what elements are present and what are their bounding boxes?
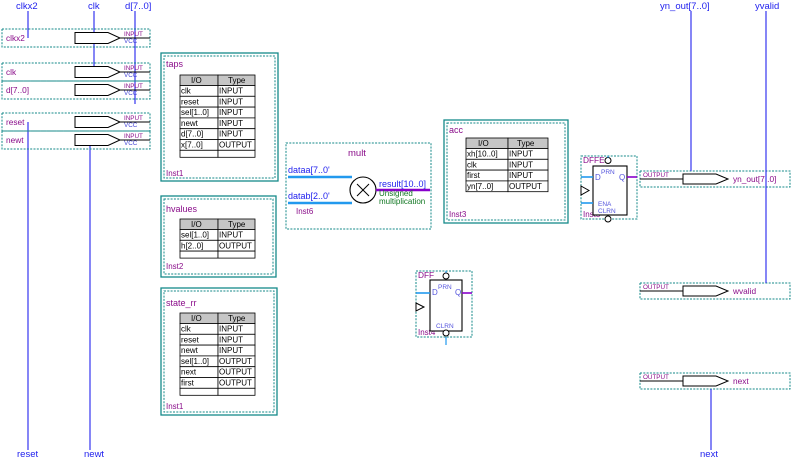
svg-text:OUTPUT: OUTPUT: [219, 368, 252, 377]
svg-text:Inst1: Inst1: [166, 402, 184, 411]
svg-text:I/O: I/O: [191, 314, 202, 323]
svg-text:reset: reset: [6, 117, 25, 127]
svg-text:INPUT: INPUT: [509, 160, 533, 169]
svg-text:reset: reset: [17, 449, 38, 459]
svg-text:next: next: [700, 449, 718, 459]
svg-text:result[10..0]: result[10..0]: [379, 179, 426, 189]
svg-text:D: D: [595, 173, 601, 182]
svg-text:INPUT: INPUT: [219, 130, 243, 139]
svg-text:INPUT: INPUT: [219, 231, 243, 240]
svg-text:hvalues: hvalues: [166, 204, 198, 214]
svg-text:d[7..0]: d[7..0]: [181, 130, 203, 139]
svg-text:datab[2..0': datab[2..0': [288, 191, 330, 201]
svg-text:clk: clk: [467, 160, 478, 169]
svg-text:clk: clk: [181, 325, 192, 334]
svg-text:h[2..0]: h[2..0]: [181, 241, 203, 250]
svg-text:reset: reset: [181, 97, 200, 106]
svg-text:INPUT: INPUT: [509, 150, 533, 159]
svg-text:OUTPUT: OUTPUT: [509, 182, 542, 191]
svg-text:OUTPUT: OUTPUT: [219, 141, 252, 150]
svg-text:Type: Type: [228, 220, 246, 229]
svg-text:Q: Q: [619, 173, 625, 182]
svg-text:first: first: [467, 171, 481, 180]
svg-text:first: first: [181, 379, 195, 388]
svg-text:yvalid: yvalid: [755, 1, 779, 12]
svg-text:INPUT: INPUT: [509, 171, 533, 180]
svg-text:clkx2: clkx2: [16, 1, 38, 12]
svg-text:yn[7..0]: yn[7..0]: [467, 182, 493, 191]
svg-text:xh[10..0]: xh[10..0]: [467, 150, 498, 159]
svg-text:I/O: I/O: [478, 139, 489, 148]
svg-text:D: D: [432, 288, 438, 297]
svg-text:dataa[7..0': dataa[7..0': [288, 165, 330, 175]
svg-text:I/O: I/O: [191, 220, 202, 229]
svg-text:state_rr: state_rr: [166, 298, 197, 308]
svg-text:Type: Type: [228, 314, 246, 323]
svg-text:newt: newt: [84, 449, 104, 459]
svg-text:DFF: DFF: [418, 270, 434, 280]
svg-text:PRN: PRN: [438, 284, 452, 291]
svg-text:clk: clk: [88, 1, 100, 12]
svg-text:Inst3: Inst3: [449, 210, 467, 219]
svg-text:ENA: ENA: [598, 201, 612, 208]
svg-text:clkx2: clkx2: [6, 33, 25, 43]
svg-text:INPUT: INPUT: [219, 87, 243, 96]
svg-text:Type: Type: [228, 76, 246, 85]
svg-text:OUTPUT: OUTPUT: [219, 379, 252, 388]
svg-text:d[7..0]: d[7..0]: [6, 85, 29, 95]
svg-text:clk: clk: [181, 87, 192, 96]
svg-text:sel[1..0]: sel[1..0]: [181, 357, 209, 366]
svg-text:Type: Type: [517, 139, 535, 148]
svg-text:yn_out[7..0]: yn_out[7..0]: [660, 1, 710, 12]
svg-text:yn_out[7..0]: yn_out[7..0]: [733, 174, 776, 184]
svg-text:INPUT: INPUT: [219, 335, 243, 344]
svg-text:sel[1..0]: sel[1..0]: [181, 231, 209, 240]
svg-text:newt: newt: [181, 346, 199, 355]
svg-text:INPUT: INPUT: [219, 346, 243, 355]
svg-text:newt: newt: [6, 135, 24, 145]
svg-text:Inst6: Inst6: [296, 207, 314, 216]
svg-text:next: next: [181, 368, 197, 377]
svg-text:taps: taps: [166, 59, 184, 69]
svg-text:INPUT: INPUT: [219, 97, 243, 106]
svg-text:sel[1..0]: sel[1..0]: [181, 108, 209, 117]
svg-text:Inst1: Inst1: [166, 169, 184, 178]
svg-text:next: next: [733, 376, 749, 386]
svg-text:newt: newt: [181, 119, 199, 128]
svg-text:Q: Q: [455, 288, 461, 297]
svg-text:x[7..0]: x[7..0]: [181, 141, 203, 150]
svg-text:OUTPUT: OUTPUT: [219, 241, 252, 250]
svg-text:multiplication: multiplication: [379, 197, 425, 206]
svg-text:CLRN: CLRN: [436, 323, 454, 330]
svg-text:wvalid: wvalid: [732, 286, 756, 296]
svg-text:CLRN: CLRN: [598, 208, 616, 215]
svg-text:Inst2: Inst2: [166, 262, 184, 271]
svg-text:OUTPUT: OUTPUT: [219, 357, 252, 366]
svg-text:reset: reset: [181, 335, 200, 344]
svg-text:d[7..0]: d[7..0]: [125, 1, 151, 12]
svg-text:mult: mult: [348, 148, 366, 159]
svg-text:DFFE: DFFE: [583, 155, 605, 165]
svg-text:I/O: I/O: [191, 76, 202, 85]
svg-text:INPUT: INPUT: [219, 119, 243, 128]
svg-text:acc: acc: [449, 125, 464, 135]
svg-text:clk: clk: [6, 67, 17, 77]
svg-text:INPUT: INPUT: [219, 325, 243, 334]
svg-text:PRN: PRN: [601, 169, 615, 176]
svg-text:INPUT: INPUT: [219, 108, 243, 117]
